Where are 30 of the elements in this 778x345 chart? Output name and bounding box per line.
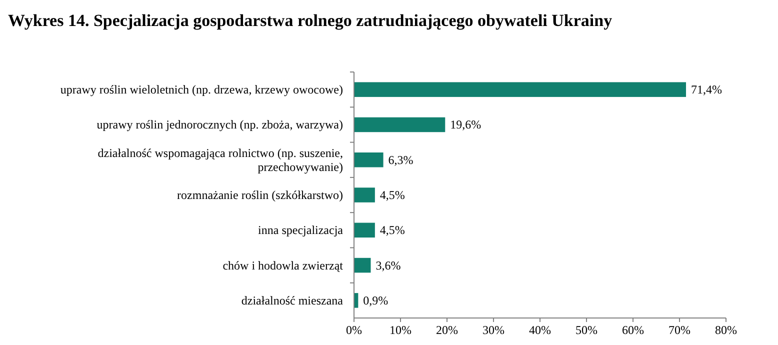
bar (354, 117, 446, 132)
data-label: 3,6% (376, 258, 401, 272)
data-label: 71,4% (691, 82, 722, 97)
data-label: 4,5% (380, 223, 405, 238)
data-label: 19,6% (450, 118, 482, 132)
data-label: 0,9% (363, 293, 388, 308)
y-tick-label: chów i hodowla zwierząt (222, 258, 344, 272)
x-tick-label: 50% (576, 323, 598, 337)
x-tick-label: 80% (715, 323, 737, 337)
y-tick-label: inna specjalizacja (258, 223, 344, 238)
x-tick-label: 10% (390, 323, 412, 337)
y-tick-label: działalność wspomagająca rolnictwo (np. suszenie, przechowywanie) (98, 146, 343, 174)
data-label: 4,5% (380, 188, 405, 202)
x-tick-label: 20% (436, 323, 458, 337)
x-tick-label: 60% (622, 323, 644, 337)
x-tick-label: 0% (346, 323, 362, 337)
bar (354, 222, 375, 238)
bar (354, 188, 375, 202)
x-tick-label: 70% (668, 323, 690, 337)
bar (354, 82, 686, 97)
bar (354, 152, 384, 168)
y-tick-label: działalność mieszana (241, 293, 344, 308)
y-tick-label: uprawy roślin wieloletnich (np. drzewa, krzewy owocowe) (60, 82, 343, 97)
bar (354, 258, 371, 273)
chart-title: Wykres 14. Specjalizacja gospodarstwa rolnego zatrudniającego obywateli Ukrainy (8, 11, 613, 30)
x-tick-label: 30% (482, 323, 504, 337)
y-tick-label: rozmnażanie roślin (szkółkarstwo) (177, 188, 343, 202)
x-tick-label: 40% (529, 323, 551, 337)
y-tick-label: uprawy roślin jednorocznych (np. zboża, warzywa) (96, 118, 344, 132)
data-label: 6,3% (388, 152, 414, 167)
